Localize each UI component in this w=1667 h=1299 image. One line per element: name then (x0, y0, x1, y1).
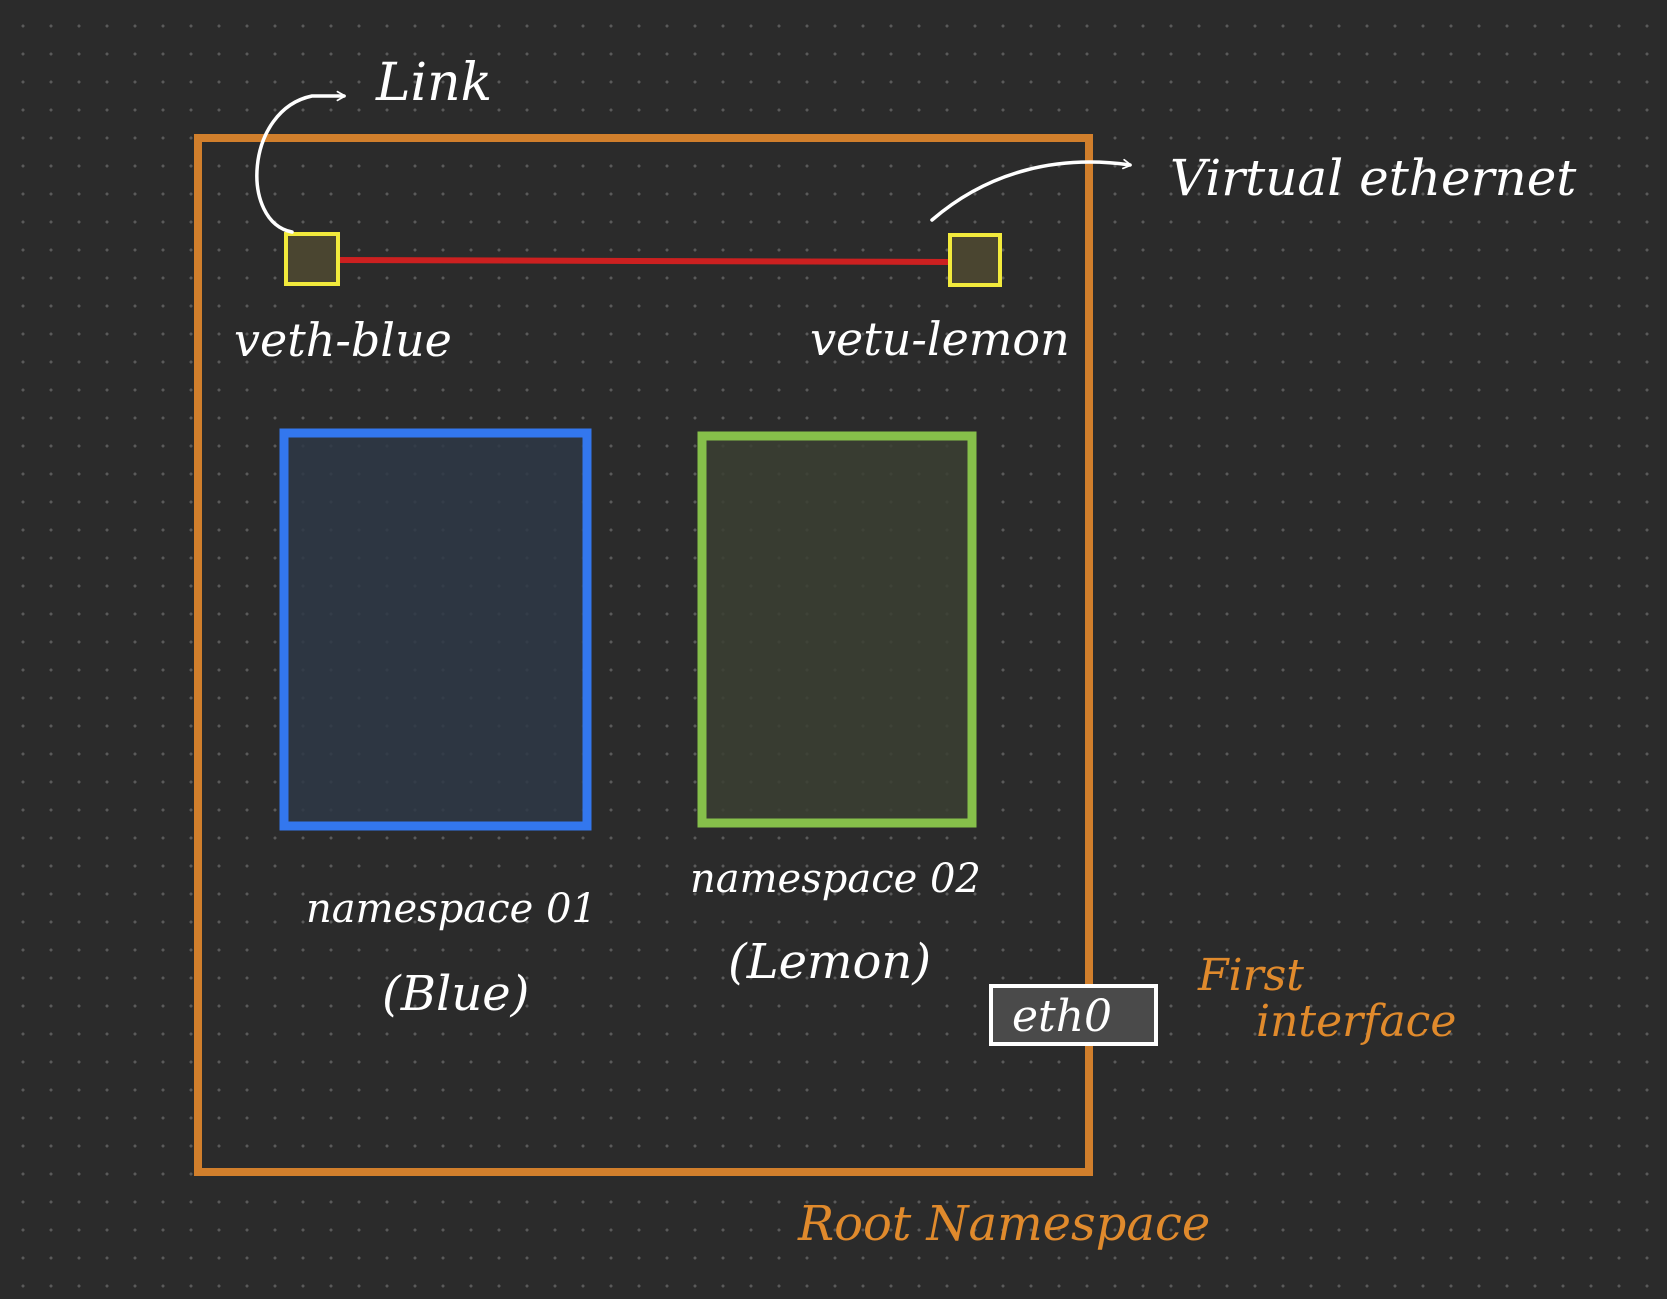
virtual-ethernet-label: Virtual ethernet (1170, 149, 1577, 207)
namespace-02-label: namespace 02 (690, 856, 981, 902)
link-label: Link (375, 53, 492, 113)
namespace-01-sublabel: (Blue) (382, 966, 529, 1022)
namespace-blue-box (279, 428, 592, 831)
eth0-box (989, 984, 1158, 1046)
veth-lemon-label: vetu-lemon (810, 312, 1070, 366)
namespace-01-label: namespace 01 (306, 886, 597, 932)
veth-blue-endpoint (284, 232, 340, 286)
link-arrow (255, 90, 346, 234)
namespace-lemon-box (697, 431, 977, 828)
eth0-label: eth0 (1012, 991, 1112, 1042)
root-namespace-label: Root Namespace (797, 1196, 1210, 1252)
first-interface-label-line2: interface (1256, 996, 1456, 1047)
namespace-02-sublabel: (Lemon) (728, 934, 931, 990)
veth-link-line (335, 257, 953, 265)
veth-lemon-endpoint (948, 233, 1002, 287)
veth-blue-label: veth-blue (234, 313, 452, 367)
virtual-ethernet-arrow (930, 158, 1132, 222)
first-interface-label-line1: First (1197, 950, 1304, 1001)
root-namespace-box (194, 134, 1093, 1176)
